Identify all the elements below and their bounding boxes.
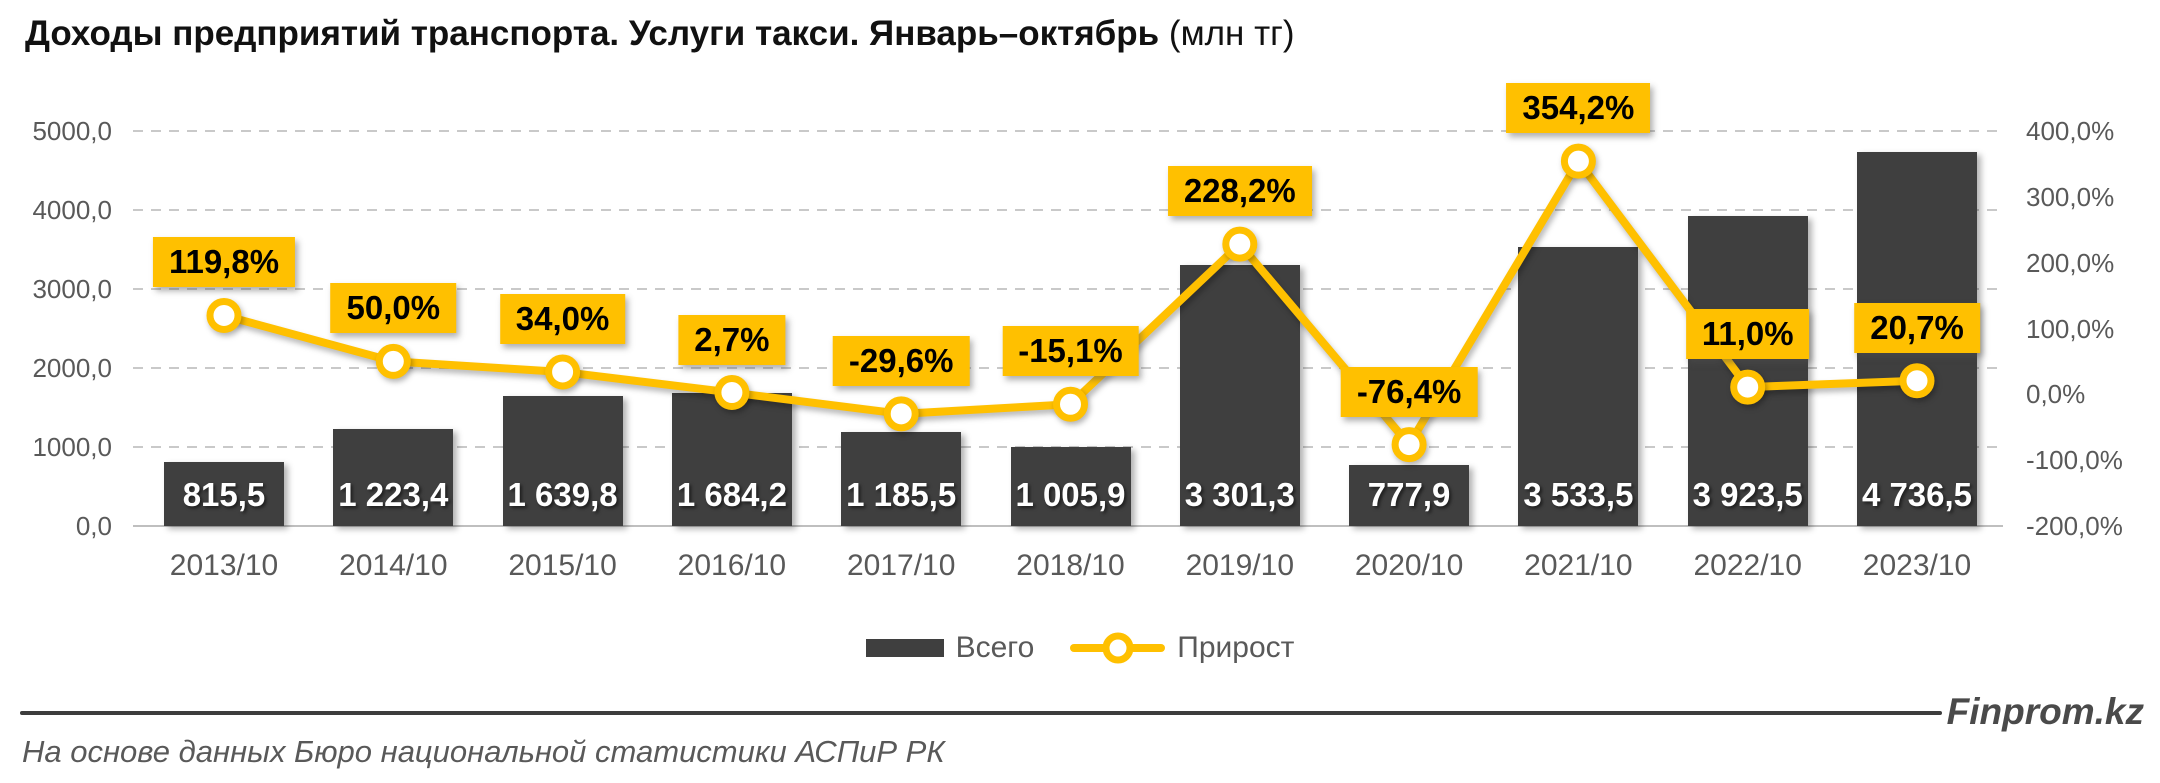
bar (333, 429, 454, 526)
line-marker (883, 396, 919, 432)
left-axis-tick: 2000,0 (32, 353, 112, 383)
bar-value-label: 3 923,5 (1692, 476, 1803, 513)
growth-callout: 34,0% (499, 293, 626, 344)
brand-logo: Finprom.kz (1946, 691, 2144, 732)
bar-value-label: 4 736,5 (1861, 476, 1973, 513)
category-label: 2020/10 (1354, 549, 1464, 582)
category-label: 2015/10 (508, 549, 617, 582)
bar-value-label: 1 005,9 (1015, 476, 1126, 513)
gridline (133, 288, 2003, 290)
category-label: 2016/10 (677, 549, 787, 582)
bar-value-label: 1 684,2 (676, 476, 787, 513)
category-label: 2014/10 (339, 549, 448, 582)
left-axis-tick: 3000,0 (32, 274, 112, 304)
line-marker (545, 354, 581, 390)
category-label: 2018/10 (1016, 549, 1125, 582)
growth-callout: 50,0% (330, 283, 457, 334)
bar (841, 432, 962, 526)
legend: Всего Прирост (0, 630, 2160, 666)
growth-callout: 20,7% (1854, 302, 1980, 353)
legend-bar-swatch (865, 639, 944, 657)
growth-callout: -76,4% (1340, 366, 1478, 417)
growth-callout: 119,8% (152, 237, 296, 288)
bar (164, 461, 284, 526)
category-label: 2013/10 (169, 549, 279, 582)
left-axis-tick: 1000,0 (32, 432, 112, 462)
category-label: 2023/10 (1862, 549, 1972, 582)
chart-title-main: Доходы предприятий транспорта. Услуги та… (25, 14, 1160, 53)
bar-value-label: 1 639,8 (507, 476, 618, 513)
chart-title-unit: (млн тг) (1159, 14, 1295, 53)
bar-value-label: 1 223,4 (338, 476, 449, 513)
bar-value-label: 1 185,5 (846, 476, 957, 513)
right-axis-tick: 300,0% (2026, 181, 2115, 212)
bar (1010, 446, 1131, 526)
chart-title: Доходы предприятий транспорта. Услуги та… (25, 14, 1295, 54)
bar (1518, 246, 1639, 526)
line-marker (375, 343, 411, 379)
category-label: 2022/10 (1693, 549, 1802, 582)
x-axis-line (133, 525, 2003, 527)
growth-callout: 2,7% (678, 314, 786, 365)
right-axis-tick: 100,0% (2026, 313, 2115, 344)
line-marker (1222, 226, 1258, 262)
gridline (133, 209, 2003, 211)
category-label: 2017/10 (846, 549, 956, 582)
legend-line-swatch (1070, 632, 1166, 664)
bar-value-label: 3 301,3 (1184, 476, 1295, 513)
bar-value-label: 3 533,5 (1523, 476, 1634, 513)
bar-value-label: 815,5 (182, 476, 266, 513)
bar (671, 392, 792, 526)
line-marker (1730, 369, 1766, 405)
line-marker (1391, 427, 1427, 463)
legend-item-total: Всего (865, 631, 1035, 665)
line-marker (1899, 363, 1935, 399)
line-marker (206, 297, 242, 333)
legend-line-marker-icon (1102, 632, 1134, 664)
legend-label-growth: Прирост (1177, 631, 1295, 664)
legend-label-total: Всего (955, 631, 1035, 664)
growth-callout: 354,2% (1506, 83, 1651, 134)
brand-divider (20, 711, 1942, 715)
left-axis-tick: 5000,0 (32, 116, 112, 146)
line-marker (1053, 386, 1088, 422)
growth-callout: 228,2% (1167, 166, 1312, 217)
right-axis-tick: -200,0% (2026, 511, 2123, 541)
left-axis-tick: 0,0 (75, 511, 112, 541)
line-marker (1560, 143, 1596, 179)
source-note: На основе данных Бюро национальной стати… (22, 734, 945, 769)
left-axis-tick: 4000,0 (32, 195, 112, 225)
line-marker (714, 375, 750, 411)
right-axis-tick: 200,0% (2026, 247, 2115, 278)
right-axis-tick: -100,0% (2026, 445, 2123, 476)
gridline (133, 130, 2003, 132)
right-axis-tick: 400,0% (2026, 116, 2115, 146)
right-axis-tick: 0,0% (2026, 379, 2086, 410)
category-label: 2019/10 (1185, 549, 1295, 582)
bar (1349, 464, 1470, 526)
legend-item-growth: Прирост (1070, 631, 1294, 665)
growth-callout: -15,1% (1002, 326, 1139, 377)
category-label: 2021/10 (1524, 549, 1633, 582)
growth-callout: 11,0% (1685, 309, 1810, 360)
bar-value-label: 777,9 (1367, 476, 1451, 513)
bar (502, 396, 623, 526)
growth-callout: -29,6% (832, 335, 970, 386)
bar (1179, 265, 1300, 526)
